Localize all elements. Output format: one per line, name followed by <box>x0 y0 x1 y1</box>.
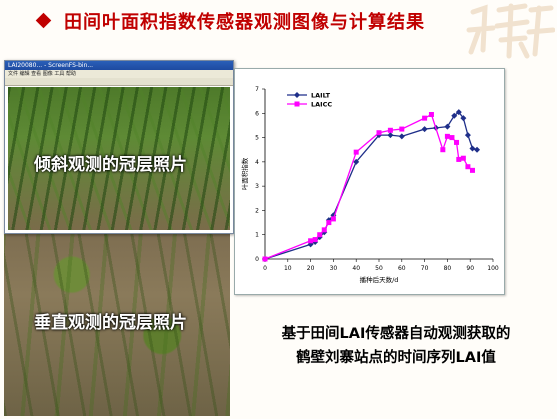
data-point <box>387 127 393 133</box>
y-tick-label: 1 <box>255 232 259 239</box>
caption-line-1: 基于田间LAI传感器自动观测获取的 <box>281 326 511 342</box>
legend-marker <box>294 101 300 107</box>
y-tick-label: 2 <box>255 207 259 214</box>
data-point <box>428 112 434 117</box>
x-tick-label: 20 <box>307 265 315 272</box>
data-point <box>387 132 394 139</box>
caption-line-2: 鹤壁刘寨站点的时间序列LAI值 <box>296 350 496 366</box>
data-point <box>449 135 455 141</box>
data-point <box>456 156 462 162</box>
slide-title: 田间叶面积指数传感器观测图像与计算结果 <box>64 12 425 33</box>
software-window: LAI20080... - ScreenFS-bin... 文件 编辑 查看 图… <box>4 60 234 234</box>
y-tick-label: 3 <box>255 183 259 190</box>
x-tick-label: 0 <box>263 265 267 272</box>
data-point <box>440 147 446 153</box>
data-point <box>421 126 428 133</box>
vertical-canopy-photo <box>4 214 230 416</box>
x-tick-label: 10 <box>284 265 292 272</box>
y-tick-label: 0 <box>255 256 259 263</box>
x-axis-title: 播种后天数/d <box>360 275 399 284</box>
legend-label: LAICC <box>311 101 332 109</box>
y-axis-title: 叶面积指数 <box>240 157 249 190</box>
diamond-bullet-icon <box>38 15 50 27</box>
y-tick-label: 5 <box>255 135 259 142</box>
x-tick-label: 80 <box>444 265 452 272</box>
data-point <box>353 158 360 165</box>
x-tick-label: 40 <box>352 265 360 272</box>
series-line-LAICC <box>264 113 473 260</box>
data-point <box>376 130 382 136</box>
data-point <box>469 145 476 152</box>
data-point <box>353 149 359 155</box>
x-tick-label: 30 <box>330 265 338 272</box>
watermark-logo-icon <box>466 3 555 59</box>
data-point <box>474 146 481 153</box>
data-point <box>308 238 314 244</box>
legend-marker <box>294 92 300 98</box>
data-point <box>422 115 428 121</box>
lai-chart-panel: 0 10 20 30 40 50 60 70 80 90 100 0 1 2 3 4 5 6 7 播种后天数/d 叶面积… <box>234 68 505 295</box>
data-point <box>454 139 460 145</box>
data-point <box>444 123 451 130</box>
legend-label: LAILT <box>311 92 331 100</box>
data-point <box>451 112 458 119</box>
x-tick-label: 70 <box>421 265 429 272</box>
y-tick-label: 7 <box>255 86 259 93</box>
data-point <box>455 109 462 116</box>
window-title: LAI20080... - ScreenFS-bin... <box>5 61 233 70</box>
y-tick-label: 4 <box>255 159 259 166</box>
data-point <box>460 115 467 122</box>
window-menu-bar: 文件 编辑 查看 图像 工具 帮助 <box>5 70 233 78</box>
data-point <box>317 232 323 238</box>
data-point <box>460 155 466 161</box>
x-tick-label: 50 <box>375 265 383 272</box>
data-point <box>469 167 475 173</box>
data-point <box>444 133 450 139</box>
x-tick-label: 100 <box>487 265 499 272</box>
data-point <box>330 216 336 222</box>
tilted-photo-label: 倾斜观测的冠层照片 <box>34 155 187 175</box>
data-point <box>399 126 405 132</box>
data-point <box>321 227 327 233</box>
data-point <box>262 256 268 262</box>
x-tick-label: 90 <box>466 265 474 272</box>
slide-title-row: 田间叶面积指数传感器观测图像与计算结果 <box>38 6 425 36</box>
data-point <box>312 237 318 243</box>
window-toolbar <box>5 78 233 86</box>
tilted-canopy-photo <box>8 87 230 230</box>
data-point <box>398 133 405 140</box>
x-tick-label: 60 <box>398 265 406 272</box>
chart-caption: 基于田间LAI传感器自动观测获取的 鹤壁刘寨站点的时间序列LAI值 <box>246 322 546 370</box>
data-point <box>464 132 471 139</box>
vertical-photo-label: 垂直观测的冠层照片 <box>34 313 187 333</box>
data-point <box>326 220 332 226</box>
lai-time-series-chart: 0 10 20 30 40 50 60 70 80 90 100 0 1 2 3 4 5 6 7 播种后天数/d 叶面积… <box>240 86 499 284</box>
y-tick-label: 6 <box>255 110 259 117</box>
data-point <box>465 164 471 170</box>
